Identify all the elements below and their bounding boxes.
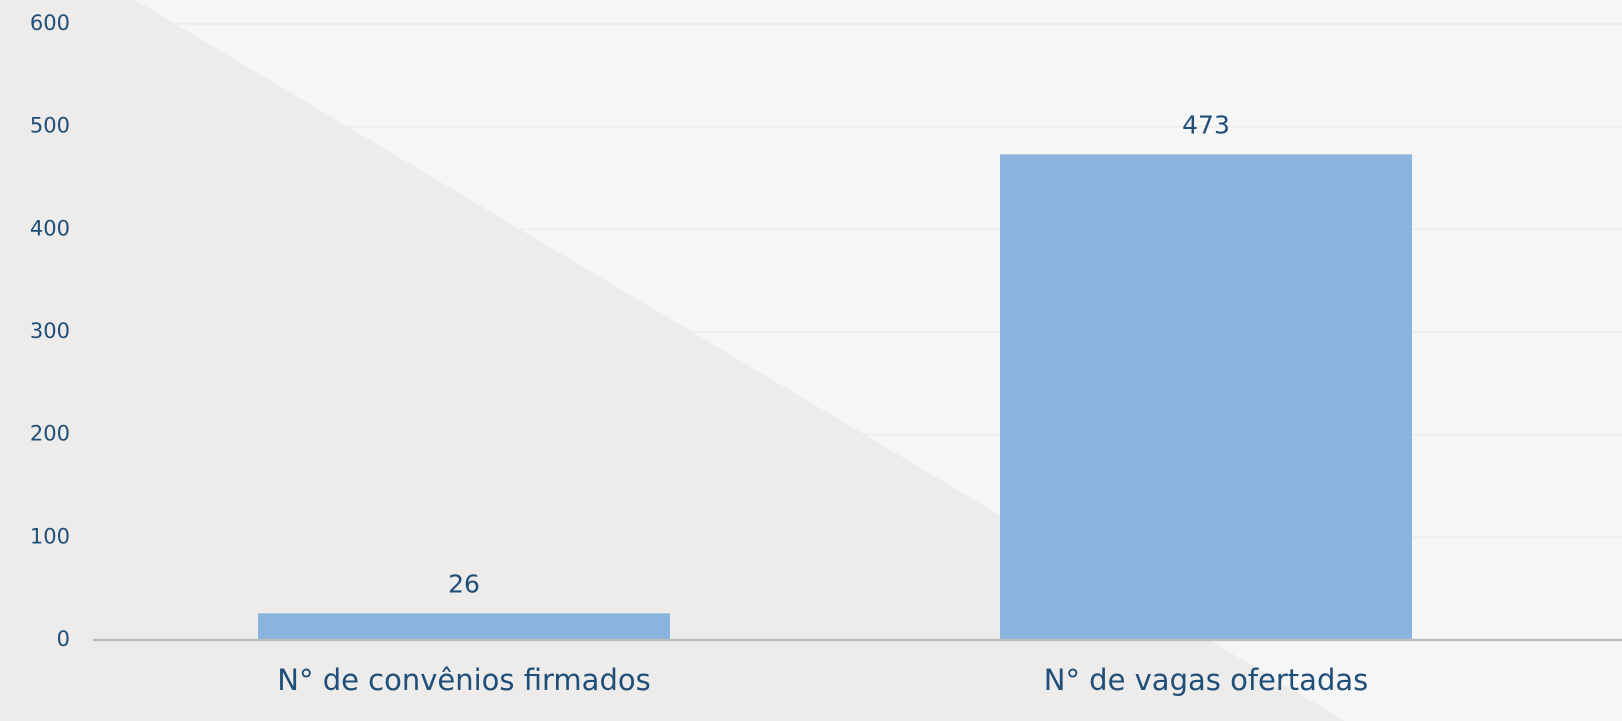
bar: [258, 613, 670, 640]
data-label: 26: [448, 569, 480, 598]
bar: [1000, 154, 1412, 641]
y-tick-label: 600: [30, 11, 70, 35]
y-tick-label: 500: [30, 114, 70, 138]
data-label: 473: [1182, 110, 1230, 139]
x-tick-label: N° de convênios firmados: [277, 663, 650, 697]
x-tick-label: N° de vagas ofertadas: [1044, 663, 1368, 697]
y-tick-label: 300: [30, 319, 70, 343]
y-tick-label: 100: [30, 524, 70, 548]
y-tick-label: 400: [30, 216, 70, 240]
y-tick-label: 200: [30, 422, 70, 446]
y-tick-label: 0: [57, 627, 70, 651]
